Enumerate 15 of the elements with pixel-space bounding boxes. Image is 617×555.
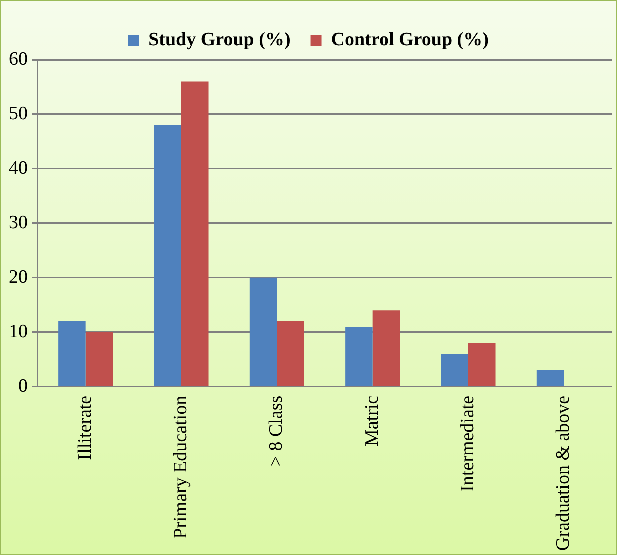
x-tick-label: > 8 Class — [266, 396, 288, 467]
y-tick-label: 50 — [9, 103, 28, 124]
x-tick-label: Matric — [362, 396, 383, 447]
y-tick-label: 20 — [9, 266, 28, 288]
y-tick-label: 30 — [9, 212, 28, 234]
legend-label: Study Group (%) — [148, 29, 291, 50]
y-tick-label: 0 — [18, 376, 28, 397]
x-tick-label: Intermediate — [457, 396, 478, 492]
x-tick-label: Graduation & above — [553, 396, 574, 552]
x-tick-label: Primary Education — [170, 395, 192, 539]
y-tick-label: 10 — [9, 321, 28, 342]
y-tick-label: 40 — [9, 158, 28, 179]
legend-label: Control Group (%) — [331, 29, 489, 50]
y-tick-label: 60 — [9, 48, 28, 70]
x-tick-label: Illiterate — [74, 396, 96, 460]
